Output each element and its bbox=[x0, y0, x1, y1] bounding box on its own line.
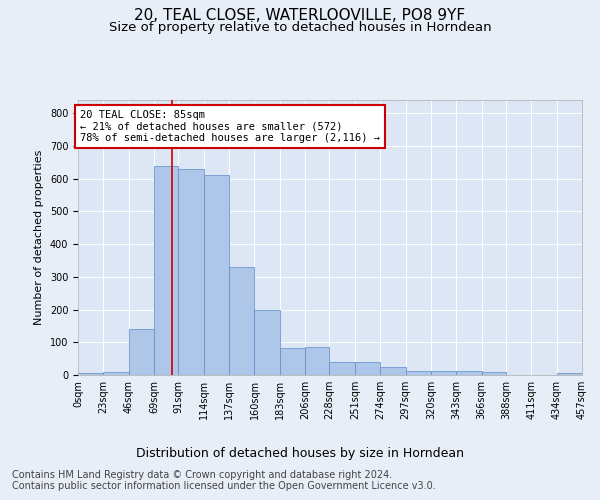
Text: Contains HM Land Registry data © Crown copyright and database right 2024.: Contains HM Land Registry data © Crown c… bbox=[12, 470, 392, 480]
Bar bbox=[103, 372, 129, 375]
Bar bbox=[78, 373, 103, 375]
Text: Distribution of detached houses by size in Horndean: Distribution of detached houses by size … bbox=[136, 448, 464, 460]
Bar bbox=[305, 347, 329, 375]
Y-axis label: Number of detached properties: Number of detached properties bbox=[34, 150, 44, 325]
Bar bbox=[355, 362, 380, 375]
Bar bbox=[129, 328, 154, 375]
Bar bbox=[254, 310, 280, 375]
Text: Size of property relative to detached houses in Horndean: Size of property relative to detached ho… bbox=[109, 21, 491, 34]
Bar bbox=[456, 371, 482, 375]
Bar bbox=[178, 169, 204, 375]
Bar bbox=[204, 176, 229, 375]
Bar bbox=[229, 267, 254, 375]
Bar bbox=[280, 348, 305, 375]
Text: 20, TEAL CLOSE, WATERLOOVILLE, PO8 9YF: 20, TEAL CLOSE, WATERLOOVILLE, PO8 9YF bbox=[134, 8, 466, 22]
Bar bbox=[482, 372, 506, 375]
Bar bbox=[154, 166, 178, 375]
Bar bbox=[557, 374, 582, 375]
Text: Contains public sector information licensed under the Open Government Licence v3: Contains public sector information licen… bbox=[12, 481, 436, 491]
Bar bbox=[406, 371, 431, 375]
Bar bbox=[380, 367, 406, 375]
Text: 20 TEAL CLOSE: 85sqm
← 21% of detached houses are smaller (572)
78% of semi-deta: 20 TEAL CLOSE: 85sqm ← 21% of detached h… bbox=[80, 110, 380, 143]
Bar bbox=[329, 362, 355, 375]
Bar bbox=[431, 371, 456, 375]
